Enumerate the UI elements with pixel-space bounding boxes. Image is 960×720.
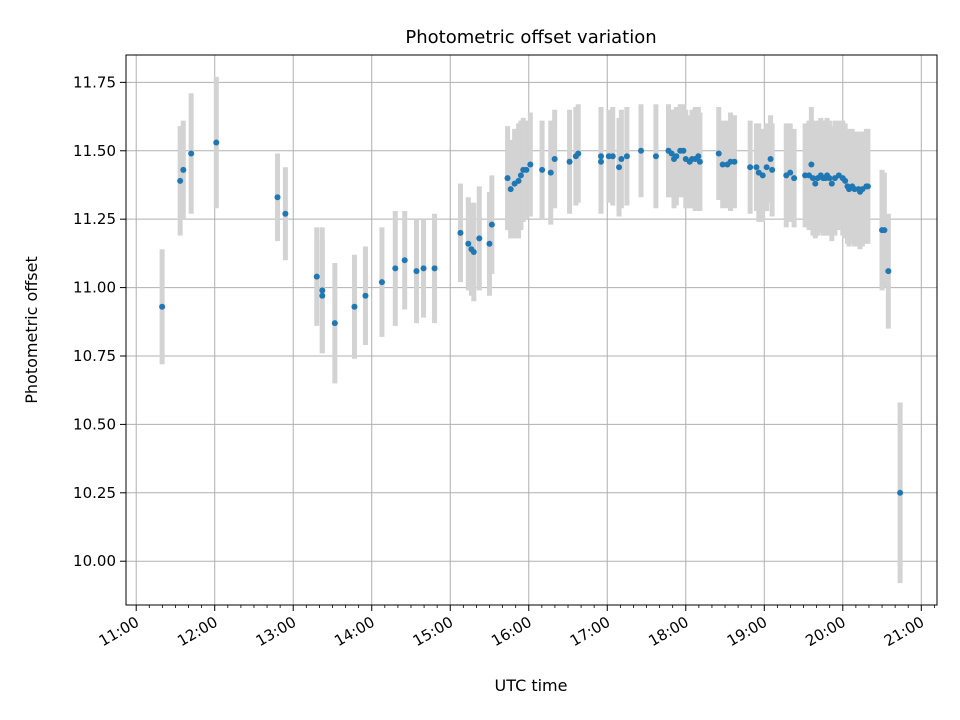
data-point — [331, 320, 338, 327]
data-point — [652, 153, 659, 160]
y-tick-label: 11.00 — [73, 279, 116, 297]
data-point — [159, 303, 166, 310]
y-tick-label: 10.25 — [73, 484, 116, 502]
data-point — [715, 150, 722, 157]
data-point — [431, 265, 438, 272]
data-point — [828, 180, 835, 187]
data-point — [313, 273, 320, 280]
data-point — [401, 257, 408, 264]
grid — [126, 55, 937, 605]
data-point — [351, 303, 358, 310]
data-point — [597, 158, 604, 165]
data-point — [719, 161, 726, 168]
y-tick-label: 11.50 — [73, 142, 116, 160]
data-point — [809, 175, 816, 182]
data-point — [763, 164, 770, 171]
data-point — [517, 172, 524, 179]
y-tick-label: 11.75 — [73, 73, 116, 91]
data-point — [808, 161, 815, 168]
data-point — [527, 161, 534, 168]
data-point — [791, 175, 798, 182]
data-point — [668, 150, 675, 157]
data-point — [842, 177, 849, 184]
y-tick-label: 10.75 — [73, 347, 116, 365]
data-point — [769, 166, 776, 173]
data-point — [618, 155, 625, 162]
data-point — [476, 235, 483, 242]
x-axis-title: UTC time — [495, 676, 568, 695]
data-points — [159, 139, 904, 496]
data-point — [470, 249, 477, 256]
data-point — [188, 150, 195, 157]
data-point — [488, 221, 495, 228]
y-axis-title: Photometric offset — [22, 256, 41, 404]
y-tick-label: 11.25 — [73, 210, 116, 228]
data-point — [413, 268, 420, 275]
data-point — [504, 175, 511, 182]
data-point — [597, 153, 604, 160]
data-point — [616, 164, 623, 171]
data-point — [638, 147, 645, 154]
data-point — [623, 153, 630, 160]
data-point — [319, 292, 326, 299]
data-point — [507, 186, 514, 193]
data-point — [362, 292, 369, 299]
data-point — [551, 155, 558, 162]
data-point — [696, 158, 703, 165]
data-point — [180, 166, 187, 173]
data-point — [213, 139, 220, 146]
data-point — [539, 166, 546, 173]
data-point — [378, 279, 385, 286]
data-point — [523, 166, 530, 173]
data-point — [881, 227, 888, 234]
data-point — [547, 169, 554, 176]
data-point — [731, 158, 738, 165]
data-point — [566, 158, 573, 165]
plot-frame — [125, 54, 938, 606]
data-point — [680, 147, 687, 154]
data-point — [575, 150, 582, 157]
data-point — [747, 164, 754, 171]
data-point — [897, 489, 904, 496]
data-point — [767, 155, 774, 162]
data-point — [826, 175, 833, 182]
data-point — [319, 287, 326, 294]
data-point — [609, 153, 616, 160]
data-point — [812, 180, 819, 187]
data-point — [465, 240, 472, 247]
data-point — [787, 169, 794, 176]
data-point — [864, 183, 871, 190]
data-point — [457, 229, 464, 236]
data-point — [515, 177, 522, 184]
chart-title: Photometric offset variation — [405, 27, 656, 48]
data-point — [486, 240, 493, 247]
data-point — [695, 153, 702, 160]
data-point — [420, 265, 427, 272]
data-point — [392, 265, 399, 272]
data-point — [673, 153, 680, 160]
data-point — [274, 194, 281, 201]
data-point — [759, 172, 766, 179]
data-point — [177, 177, 184, 184]
y-tick-label: 10.00 — [73, 552, 116, 570]
data-point — [282, 210, 289, 217]
data-point — [885, 268, 892, 275]
data-point — [753, 164, 760, 171]
y-tick-label: 10.50 — [73, 415, 116, 433]
